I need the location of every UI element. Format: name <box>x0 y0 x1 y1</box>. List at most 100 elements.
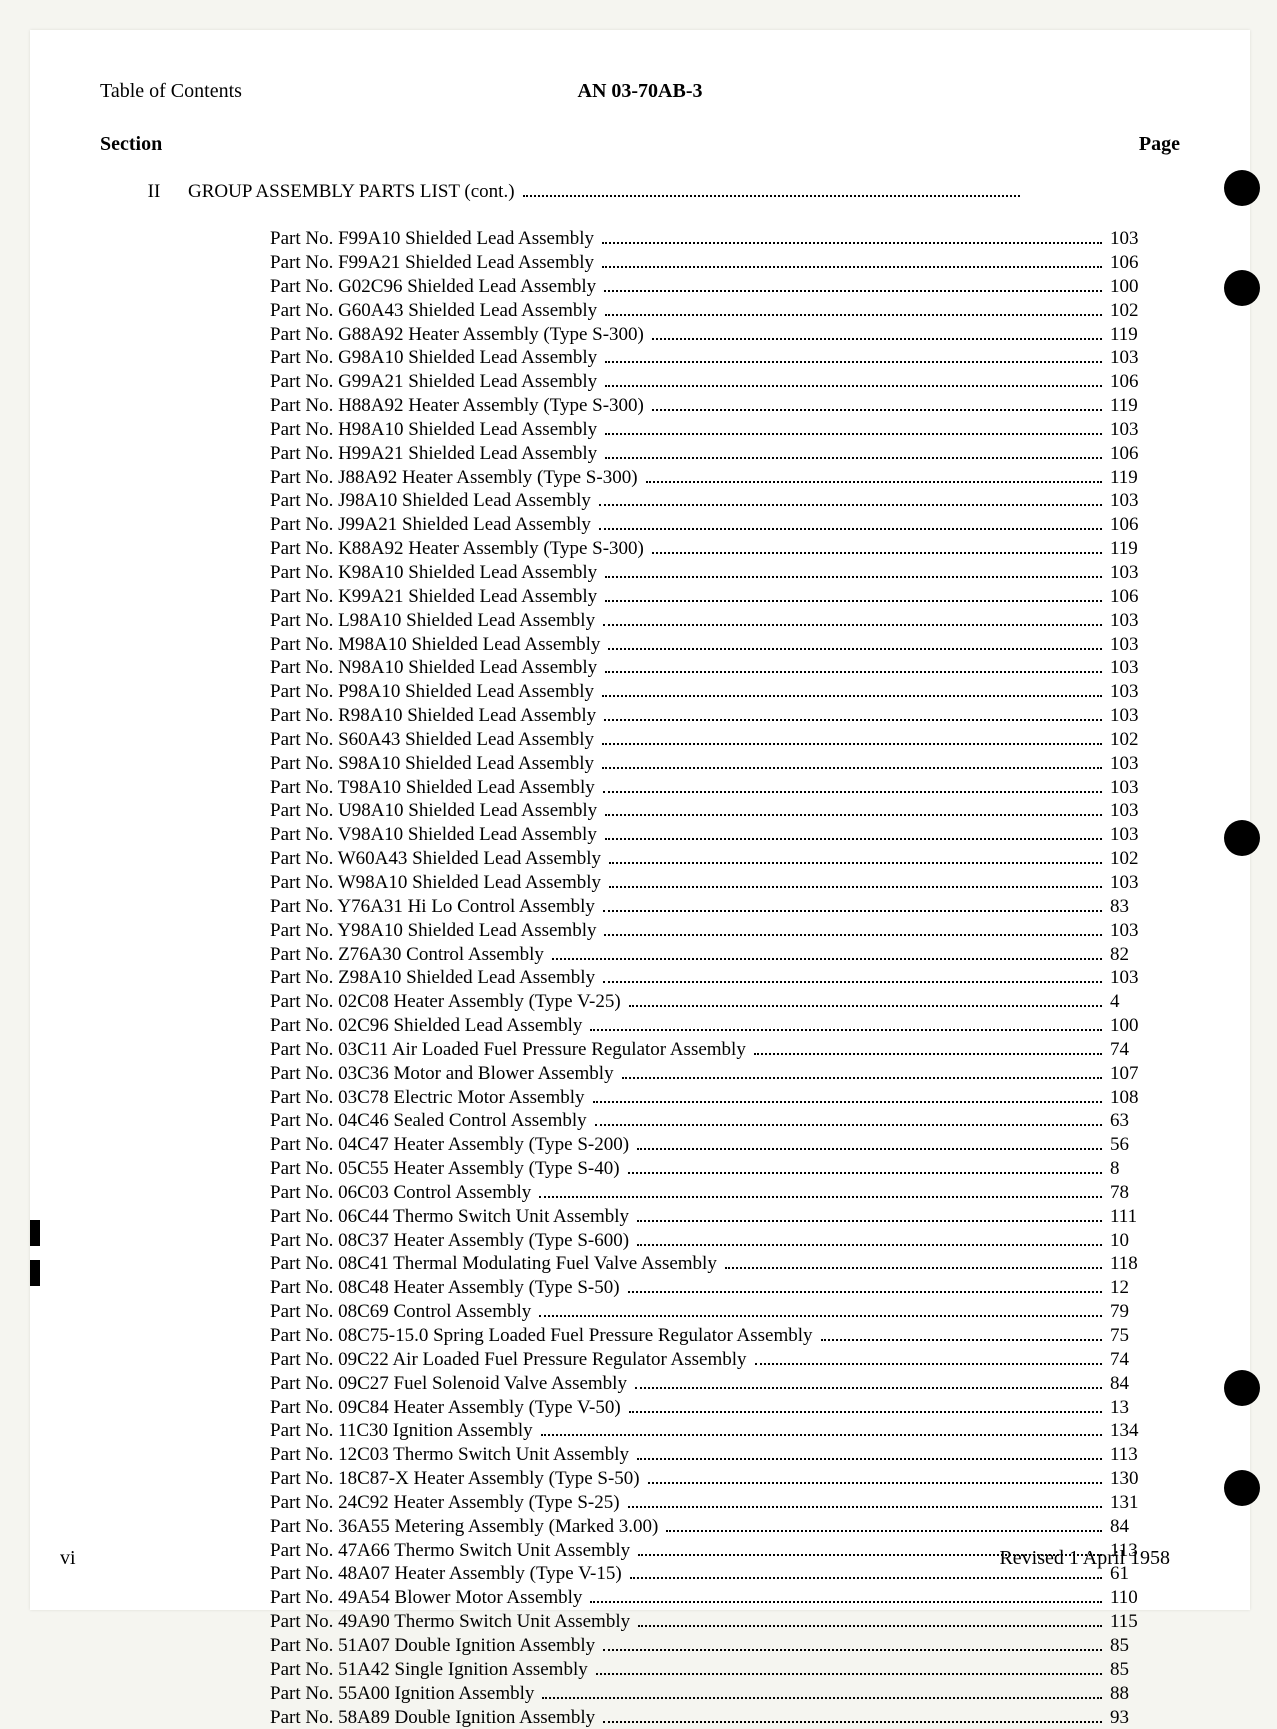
leader-dots <box>605 799 1102 816</box>
leader-dots <box>603 895 1102 912</box>
section-title: GROUP ASSEMBLY PARTS LIST (cont.) <box>188 181 515 203</box>
section-header-row: Section Page <box>100 133 1180 156</box>
entry-page: 106 <box>1110 513 1170 537</box>
leader-dots <box>602 728 1102 745</box>
leader-dots <box>604 919 1102 936</box>
entry-label: Part No. 03C36 Motor and Blower Assembly <box>270 1062 614 1086</box>
toc-entry: Part No. 51A42 Single Ignition Assembly8… <box>270 1658 1170 1682</box>
entry-page: 63 <box>1110 1109 1170 1133</box>
toc-body: II GROUP ASSEMBLY PARTS LIST (cont.) Par… <box>100 180 1180 1729</box>
entry-label: Part No. 09C22 Air Loaded Fuel Pressure … <box>270 1348 747 1372</box>
leader-dots <box>590 1586 1102 1603</box>
toc-entry: Part No. J88A92 Heater Assembly (Type S-… <box>270 466 1170 490</box>
entry-page: 12 <box>1110 1276 1170 1300</box>
entry-page: 106 <box>1110 251 1170 275</box>
entry-page: 75 <box>1110 1324 1170 1348</box>
entries-list: Part No. F99A10 Shielded Lead Assembly10… <box>120 227 1170 1729</box>
toc-entry: Part No. 03C78 Electric Motor Assembly10… <box>270 1085 1170 1109</box>
leader-dots <box>754 1038 1102 1055</box>
entry-label: Part No. 04C46 Sealed Control Assembly <box>270 1109 587 1133</box>
entry-label: Part No. Y98A10 Shielded Lead Assembly <box>270 919 596 943</box>
entry-page: 118 <box>1110 1252 1170 1276</box>
entry-label: Part No. J99A21 Shielded Lead Assembly <box>270 513 591 537</box>
entry-page: 103 <box>1110 919 1170 943</box>
entry-page: 102 <box>1110 299 1170 323</box>
leader-dots <box>666 1515 1102 1532</box>
leader-dots <box>602 227 1102 244</box>
toc-entry: Part No. T98A10 Shielded Lead Assembly10… <box>270 776 1170 800</box>
entry-label: Part No. 02C96 Shielded Lead Assembly <box>270 1014 582 1038</box>
leader-dots <box>629 1395 1102 1412</box>
entry-page: 100 <box>1110 1014 1170 1038</box>
entry-label: Part No. H88A92 Heater Assembly (Type S-… <box>270 394 644 418</box>
toc-entry: Part No. 02C08 Heater Assembly (Type V-2… <box>270 990 1170 1014</box>
entry-label: Part No. 08C69 Control Assembly <box>270 1300 531 1324</box>
leader-dots <box>637 1133 1102 1150</box>
leader-dots <box>541 1419 1102 1436</box>
entry-page: 85 <box>1110 1658 1170 1682</box>
leader-dots <box>652 322 1102 339</box>
section-title-row: II GROUP ASSEMBLY PARTS LIST (cont.) <box>120 180 1170 203</box>
leader-dots <box>523 180 1020 197</box>
header-left: Table of Contents <box>100 80 242 103</box>
toc-entry: Part No. Y76A31 Hi Lo Control Assembly83 <box>270 895 1170 919</box>
entry-label: Part No. S60A43 Shielded Lead Assembly <box>270 728 594 752</box>
entry-page: 134 <box>1110 1419 1170 1443</box>
toc-entry: Part No. G98A10 Shielded Lead Assembly10… <box>270 346 1170 370</box>
toc-entry: Part No. 09C22 Air Loaded Fuel Pressure … <box>270 1348 1170 1372</box>
entry-page: 102 <box>1110 847 1170 871</box>
leader-dots <box>604 275 1102 292</box>
entry-label: Part No. 09C27 Fuel Solenoid Valve Assem… <box>270 1372 627 1396</box>
entry-label: Part No. R98A10 Shielded Lead Assembly <box>270 704 596 728</box>
entry-label: Part No. 36A55 Metering Assembly (Marked… <box>270 1515 658 1539</box>
toc-entry: Part No. W60A43 Shielded Lead Assembly10… <box>270 847 1170 871</box>
entry-page: 110 <box>1110 1586 1170 1610</box>
page-label: Page <box>1139 133 1180 156</box>
entry-page: 84 <box>1110 1515 1170 1539</box>
entry-page: 106 <box>1110 442 1170 466</box>
entry-label: Part No. P98A10 Shielded Lead Assembly <box>270 680 594 704</box>
leader-dots <box>652 394 1102 411</box>
leader-dots <box>637 1205 1102 1222</box>
entry-page: 82 <box>1110 943 1170 967</box>
entry-label: Part No. 03C11 Air Loaded Fuel Pressure … <box>270 1038 746 1062</box>
entry-label: Part No. G88A92 Heater Assembly (Type S-… <box>270 323 644 347</box>
entry-page: 103 <box>1110 752 1170 776</box>
entry-label: Part No. 51A07 Double Ignition Assembly <box>270 1634 595 1658</box>
leader-dots <box>605 346 1102 363</box>
entry-label: Part No. 08C41 Thermal Modulating Fuel V… <box>270 1252 717 1276</box>
leader-dots <box>622 1062 1102 1079</box>
side-mark <box>30 1260 40 1286</box>
revised-date: Revised 1 April 1958 <box>999 1547 1170 1570</box>
entry-label: Part No. G60A43 Shielded Lead Assembly <box>270 299 597 323</box>
toc-entry: Part No. F99A10 Shielded Lead Assembly10… <box>270 227 1170 251</box>
leader-dots <box>628 1276 1102 1293</box>
entry-page: 88 <box>1110 1682 1170 1706</box>
page-number: vi <box>60 1547 76 1570</box>
side-mark <box>30 1220 40 1246</box>
entry-label: Part No. H99A21 Shielded Lead Assembly <box>270 442 597 466</box>
toc-entry: Part No. Z98A10 Shielded Lead Assembly10… <box>270 966 1170 990</box>
leader-dots <box>605 299 1102 316</box>
entry-page: 103 <box>1110 656 1170 680</box>
leader-dots <box>628 1157 1102 1174</box>
entry-label: Part No. 55A00 Ignition Assembly <box>270 1682 534 1706</box>
entry-label: Part No. 02C08 Heater Assembly (Type V-2… <box>270 990 621 1014</box>
toc-entry: Part No. 04C46 Sealed Control Assembly 63 <box>270 1109 1170 1133</box>
leader-dots <box>821 1324 1102 1341</box>
toc-entry: Part No. 18C87-X Heater Assembly (Type S… <box>270 1467 1170 1491</box>
entry-page: 119 <box>1110 394 1170 418</box>
entry-label: Part No. M98A10 Shielded Lead Assembly <box>270 633 600 657</box>
toc-entry: Part No. 02C96 Shielded Lead Assembly 100 <box>270 1014 1170 1038</box>
toc-entry: Part No. G60A43 Shielded Lead Assembly 10… <box>270 299 1170 323</box>
leader-dots <box>755 1348 1102 1365</box>
leader-dots <box>652 537 1102 554</box>
toc-entry: Part No. 09C27 Fuel Solenoid Valve Assem… <box>270 1372 1170 1396</box>
leader-dots <box>595 1109 1102 1126</box>
toc-entry: Part No. H88A92 Heater Assembly (Type S-… <box>270 394 1170 418</box>
entry-label: Part No. 03C78 Electric Motor Assembly <box>270 1086 585 1110</box>
leader-dots <box>629 990 1102 1007</box>
entry-label: Part No. J98A10 Shielded Lead Assembly <box>270 489 591 513</box>
leader-dots <box>590 1014 1102 1031</box>
entry-label: Part No. 49A90 Thermo Switch Unit Assemb… <box>270 1610 630 1634</box>
